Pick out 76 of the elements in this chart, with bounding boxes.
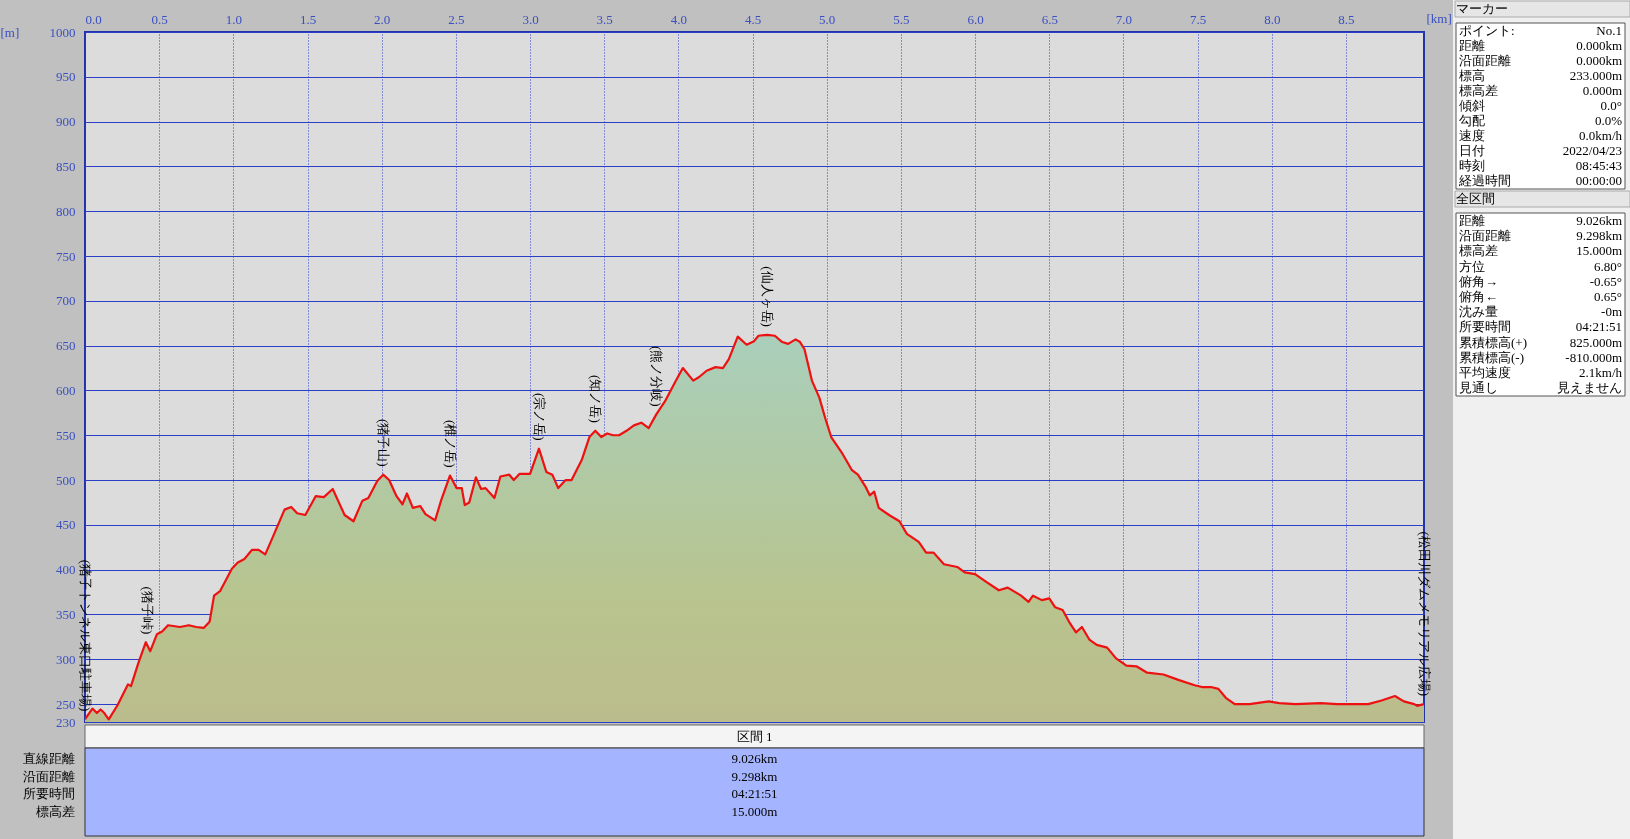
y-tick-label: 300 (56, 651, 76, 667)
text: 沈み量 -0m (1459, 304, 1622, 320)
text: 累積標高(+) 825.000m (1459, 334, 1622, 350)
text: 所要時間 04:21:51 (1459, 319, 1622, 335)
x-tick-label: 8.5 (1338, 11, 1355, 27)
y-tick-label: 550 (56, 427, 76, 443)
text: 勾配 0.0% (1459, 113, 1622, 128)
y-tick-label: 800 (56, 203, 76, 219)
y-tick-label: 450 (56, 517, 76, 533)
text: 経過時間 00:00:00 (1459, 173, 1622, 188)
x-tick-label: 8.0 (1264, 11, 1281, 27)
x-tick-label: 0.5 (151, 11, 168, 27)
y-axis-title: [m] (0, 24, 20, 40)
text: 標高差 15.000m (1459, 243, 1622, 259)
text: 時刻 08:45:43 (1459, 158, 1622, 173)
y-tick-label: 850 (56, 158, 76, 174)
x-tick-label: 0.0 (85, 11, 102, 27)
text: 標高差 0.000m (1459, 83, 1622, 98)
text: ポイント: No.1 (1459, 23, 1622, 38)
text: 傾斜 0.0° (1459, 98, 1622, 113)
annotation: (仙人ヶ岳) (760, 266, 776, 327)
x-tick-label: 7.0 (1115, 11, 1133, 27)
y-tick-label: 400 (56, 562, 76, 578)
annotation: (猪子峠) (140, 586, 156, 635)
text: 俯角→ -0.65° (1459, 273, 1622, 289)
text: 距離 0.000km (1459, 38, 1622, 53)
y-tick-label: 650 (56, 338, 76, 354)
text: 沿面距離 9.298km (1459, 228, 1622, 244)
text: 日付 2022/04/23 (1459, 143, 1622, 158)
x-tick-label: 2.0 (374, 11, 391, 27)
y-tick-label: 950 (56, 69, 76, 85)
y-tick-label: 700 (56, 293, 76, 309)
text: 標高差 15.000m (36, 803, 778, 819)
text: 所要時間 04:21:51 (23, 786, 778, 802)
annotation: (熊ノ分岐) (649, 345, 665, 407)
x-tick-label: 4.0 (670, 11, 688, 27)
x-axis-title: [km] (1426, 10, 1452, 26)
text: 平均速度 2.1km/h (1459, 365, 1622, 380)
annotation: (猪子トンネル東口駐車場) (78, 559, 93, 712)
x-tick-label: 1.5 (299, 11, 317, 27)
text: 沿面距離 9.298km (23, 768, 778, 784)
annotation: (知ノ岳) (588, 375, 604, 423)
text: 速度 0.0km/h (1459, 128, 1622, 143)
annotation: (猪子山) (376, 419, 392, 467)
x-tick-label: 5.0 (819, 11, 836, 27)
y-tick-label: 1000 (49, 24, 76, 40)
y-tick-label: 600 (56, 382, 76, 398)
x-tick-label: 6.5 (1041, 11, 1058, 27)
x-tick-label: 3.0 (522, 11, 539, 27)
text: 区間 1 (736, 729, 773, 744)
x-tick-label: 4.5 (744, 11, 762, 27)
text: 標高 233.000m (1459, 68, 1622, 83)
y-tick-label: 250 (56, 696, 76, 712)
text: マーカー (1456, 1, 1508, 16)
text: 全区間 (1456, 191, 1495, 206)
x-tick-label: 7.5 (1189, 11, 1207, 27)
x-tick-label: 5.5 (893, 11, 910, 27)
text: 俯角← 0.65° (1459, 289, 1622, 304)
y-tick-label: 750 (56, 248, 76, 264)
y-tick-label: 500 (56, 472, 76, 488)
annotation: (椎ノ岳) (442, 419, 458, 468)
y-tick-label: 900 (56, 114, 76, 130)
x-tick-label: 1.0 (225, 11, 242, 27)
x-tick-label: 2.5 (448, 11, 465, 27)
annotation: (宗ノ岳) (531, 393, 547, 441)
annotation: (松田川ダムメモリアル広場) (1417, 531, 1432, 697)
text: 見通し 見えません (1459, 380, 1622, 396)
text: 直線距離 9.026km (23, 751, 778, 766)
text: 距離 9.026km (1459, 213, 1622, 228)
y-tick-label: 230 (56, 714, 76, 730)
y-tick-label: 350 (56, 606, 76, 622)
x-tick-label: 6.0 (967, 11, 984, 27)
text: 方位 6.80° (1459, 258, 1622, 274)
text: 沿面距離 0.000km (1459, 53, 1622, 68)
x-tick-label: 3.5 (596, 11, 613, 27)
text: 累積標高(-) -810.000m (1459, 349, 1622, 365)
